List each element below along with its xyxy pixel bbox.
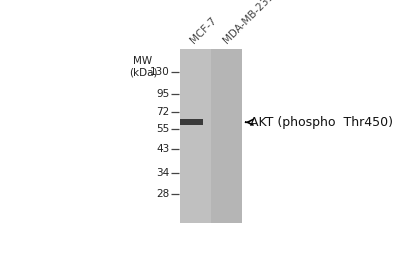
Text: 43: 43: [156, 144, 169, 154]
Text: MCF-7: MCF-7: [189, 15, 219, 45]
Bar: [211, 49, 242, 223]
Text: MW
(kDa): MW (kDa): [129, 56, 157, 78]
Text: 55: 55: [156, 124, 169, 134]
Text: 34: 34: [156, 168, 169, 178]
Bar: [180, 49, 242, 223]
Text: AKT (phospho  Thr450): AKT (phospho Thr450): [250, 116, 393, 129]
Bar: [180, 119, 204, 125]
Text: 72: 72: [156, 107, 169, 117]
Text: 130: 130: [150, 67, 169, 77]
Text: 28: 28: [156, 189, 169, 199]
Text: 95: 95: [156, 89, 169, 99]
Text: MDA-MB-231: MDA-MB-231: [221, 0, 276, 45]
